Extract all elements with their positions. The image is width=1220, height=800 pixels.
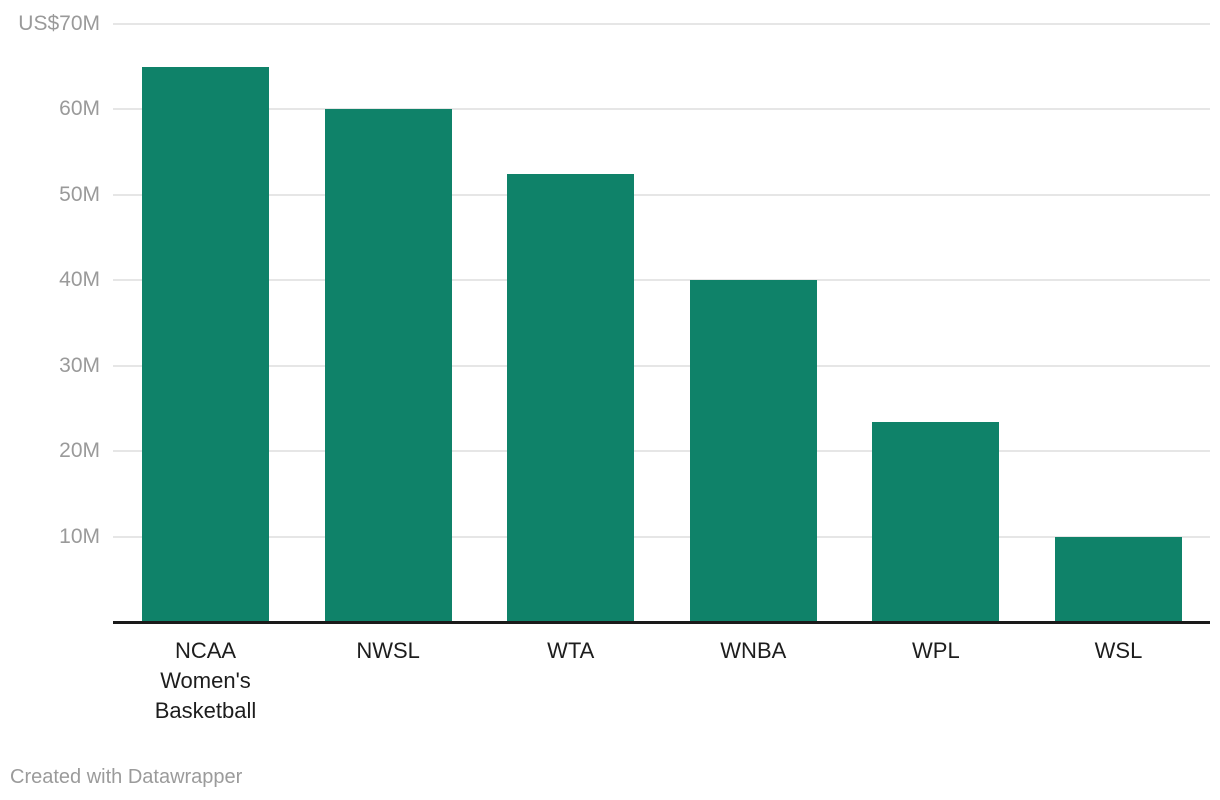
bar-nwsl (324, 109, 452, 622)
y-tick-label-70m: US$70M (18, 12, 100, 35)
datawrapper-credit-link[interactable]: Created with Datawrapper (10, 766, 243, 788)
bar-wpl (872, 422, 1000, 622)
bar-wta (507, 173, 635, 622)
category-label-wta: WTA (547, 638, 595, 663)
gridline-70m (113, 23, 1210, 25)
bar-wsl (1055, 536, 1182, 622)
category-label-wsl: WSL (1094, 638, 1143, 663)
y-tick-label-30m: 30M (59, 353, 100, 377)
category-label-wnba: WNBA (720, 638, 787, 663)
x-axis-line (113, 621, 1210, 624)
y-tick-label-10m: 10M (59, 524, 100, 548)
gridline-60m (113, 108, 1210, 111)
y-tick-label-60m: 60M (59, 97, 100, 121)
category-label-nwsl: NWSL (356, 638, 420, 663)
gridline-30m (113, 364, 1210, 367)
y-tick-label-40m: 40M (59, 268, 100, 292)
gridline-20m (113, 450, 1210, 453)
category-label-ncaa-women-s-basketball: NCAA Women's Basketball (154, 638, 257, 723)
y-tick-label-20m: 20M (59, 439, 100, 463)
y-tick-label-50m: 50M (59, 182, 100, 206)
bar-wnba (689, 280, 817, 622)
bar-ncaa-women-s-basketball (142, 66, 269, 622)
gridline-10m (113, 535, 1210, 538)
gridline-50m (113, 193, 1210, 196)
category-label-wpl: WPL (912, 638, 960, 663)
gridline-40m (113, 279, 1210, 282)
